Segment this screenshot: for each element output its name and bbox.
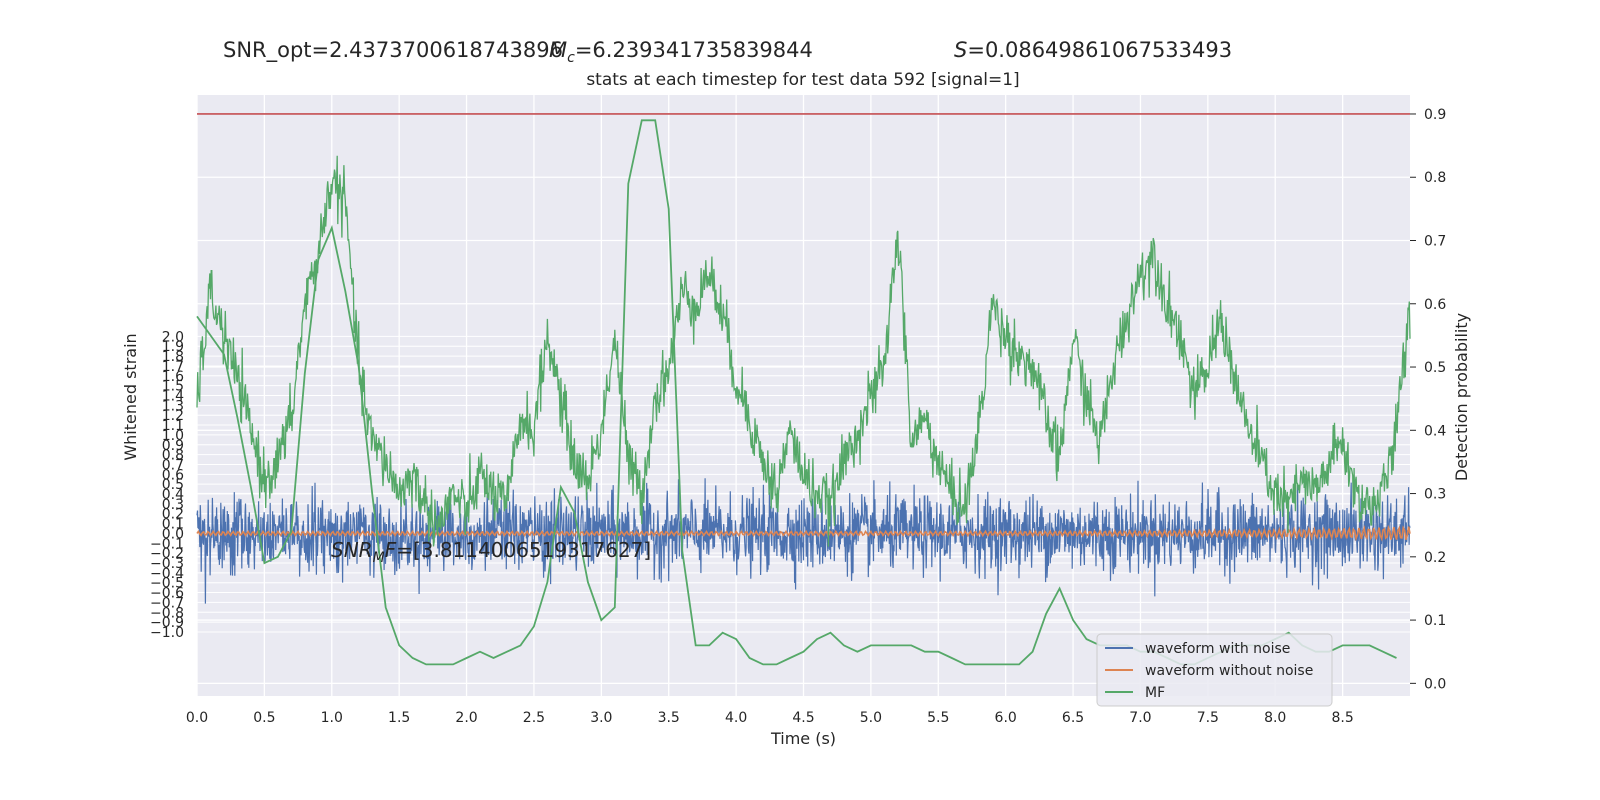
snr-opt-title: SNR_opt=2.4373700618743896 (223, 38, 563, 62)
snr-mf-annotation: SNRMF=[3.8114006519317627] (331, 538, 651, 566)
annotation-layer: SNRMF=[3.8114006519317627] (331, 538, 651, 566)
y-right-tick-label: 0.0 (1424, 676, 1446, 692)
y-left-tick-label: 1.1 (162, 418, 184, 434)
y-left-tick-label: −0.2 (150, 546, 184, 562)
x-tick-label: 6.0 (995, 710, 1017, 726)
s-value: =0.08649861067533493 (967, 38, 1233, 62)
mc-symbol: M (549, 38, 568, 62)
x-tick-label: 4.5 (792, 710, 814, 726)
series-waveform-with-noise (196, 478, 1411, 604)
legend-label: MF (1145, 685, 1165, 701)
y-left-axis-label: Whitened strain (121, 333, 140, 460)
snr-subscript: M (373, 550, 385, 566)
mc-value: =6.239341735839844 (574, 38, 813, 62)
y-left-tick-label: 0.9 (162, 438, 184, 454)
y-left-tick-label: 1.8 (162, 349, 184, 365)
x-tick-label: 0.5 (253, 710, 275, 726)
y-left-tick-label: −0.4 (150, 566, 184, 582)
y-right-tick-label: 0.3 (1424, 487, 1446, 503)
y-right-tick-label: 0.2 (1424, 550, 1446, 566)
y-left-tick-label: 0.4 (162, 487, 184, 503)
s-symbol: S (954, 38, 968, 62)
legend: waveform with noise waveform without nois… (1096, 633, 1333, 707)
snr-symbol: SNR (331, 538, 373, 562)
y-left-tick-label: 0.3 (162, 497, 184, 513)
x-tick-label: 2.0 (455, 710, 477, 726)
y-right-tick-label: 0.9 (1424, 107, 1446, 123)
y-left-tick-label: 0.5 (162, 477, 184, 493)
snr-tail: F (385, 538, 397, 562)
x-tick-label: 5.0 (860, 710, 882, 726)
y-left-tick-label: −0.5 (150, 576, 184, 592)
x-tick-label: 5.5 (927, 710, 949, 726)
y-left-tick-label: 0.7 (162, 457, 184, 473)
y-left-tick-label: 2.0 (162, 329, 184, 345)
y-left-tick-label: −0.1 (150, 536, 184, 552)
y-right-tick-label: 0.4 (1424, 423, 1446, 439)
y-left-tick-label: −0.3 (150, 556, 184, 572)
series-detection-probability (196, 155, 1411, 547)
legend-box (1096, 633, 1333, 707)
s-title: S=0.08649861067533493 (954, 38, 1232, 62)
y-left-tick-label: −1.0 (150, 625, 184, 641)
mc-subscript: c (567, 50, 575, 67)
series-waveform-without-noise (196, 524, 1411, 542)
y-right-tick-label: 0.6 (1424, 297, 1446, 313)
y-right-tick-label: 0.8 (1424, 170, 1446, 186)
legend-label: waveform with noise (1145, 641, 1290, 657)
x-tick-label: 3.0 (590, 710, 612, 726)
y-left-tick-label: 1.7 (162, 359, 184, 375)
y-left-tick-label: 1.0 (162, 428, 184, 444)
chirp-mass-title: Mc=6.239341735839844 (549, 38, 813, 66)
x-axis-label: Time (s) (770, 729, 836, 748)
y-right-axis-label: Detection probability (1452, 313, 1471, 481)
y-left-tick-label: 1.2 (162, 408, 184, 424)
x-tick-label: 1.5 (388, 710, 410, 726)
y-left-tick-label: 0.0 (162, 526, 184, 542)
y-left-tick-label: 0.2 (162, 507, 184, 523)
y-left-tick-label: 0.8 (162, 448, 184, 464)
y-left-tick-label: −0.6 (150, 586, 184, 602)
y-left-tick-label: 1.4 (162, 389, 184, 405)
snr-value: =[3.8114006519317627] (396, 538, 651, 562)
series-layer (196, 113, 1411, 666)
y-left-tick-label: 1.9 (162, 339, 184, 355)
y-left-tick-label: 0.1 (162, 517, 184, 533)
axes-layer: 0.0 0.5 1.0 1.5 2.0 2.5 3.0 3.5 4.0 4.5 5.0 5.5 6.0 6… (121, 107, 1471, 748)
x-tick-label: 8.0 (1264, 710, 1286, 726)
x-tick-label: 7.0 (1129, 710, 1151, 726)
y-right-tick-label: 0.7 (1424, 234, 1446, 250)
x-tick-label: 7.5 (1197, 710, 1219, 726)
y-left-tick-label: −0.7 (150, 595, 184, 611)
x-tick-label: 8.5 (1331, 710, 1353, 726)
y-left-tick-label: −0.9 (150, 615, 184, 631)
x-tick-label: 1.0 (321, 710, 343, 726)
y-left-tick-label: −0.8 (150, 605, 184, 621)
y-left-tick-label: 1.3 (162, 398, 184, 414)
y-left-tick-label: 0.6 (162, 467, 184, 483)
y-left-tick-label: 1.5 (162, 379, 184, 395)
y-right-tick-label: 0.5 (1424, 360, 1446, 376)
x-tick-label: 2.5 (523, 710, 545, 726)
x-tick-label: 3.5 (658, 710, 680, 726)
legend-label: waveform without noise (1145, 663, 1313, 679)
x-tick-label: 6.5 (1062, 710, 1084, 726)
y-left-tick-label: 1.6 (162, 369, 184, 385)
chart-subtitle: stats at each timestep for test data 592… (586, 70, 1020, 90)
y-right-tick-label: 0.1 (1424, 613, 1446, 629)
x-tick-label: 0.0 (186, 710, 208, 726)
x-tick-label: 4.0 (725, 710, 747, 726)
